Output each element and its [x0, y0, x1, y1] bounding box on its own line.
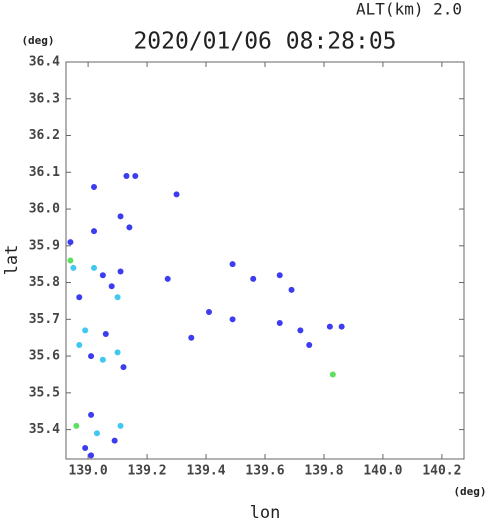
x-tick-label: 139.8 — [304, 464, 343, 479]
echo-point — [117, 268, 124, 275]
echo-point — [164, 275, 171, 282]
echo-point — [250, 275, 257, 282]
echo-point — [91, 183, 98, 190]
x-unit: (deg) — [453, 485, 486, 498]
echo-point — [132, 172, 139, 179]
y-tick-label: 35.6 — [29, 349, 60, 364]
echo-point — [102, 331, 109, 338]
echo-point — [117, 213, 124, 220]
echo-point — [99, 272, 106, 279]
echo-point — [173, 191, 180, 198]
echo-point — [188, 334, 195, 341]
y-unit: (deg) — [21, 34, 54, 47]
echo-point — [126, 224, 133, 231]
echo-point — [70, 264, 77, 271]
y-tick-label: 36.4 — [29, 55, 60, 70]
echo-point — [123, 172, 130, 179]
x-tick-label: 140.0 — [363, 464, 402, 479]
echo-point — [329, 371, 336, 378]
echo-point — [73, 422, 80, 429]
echo-point — [99, 356, 106, 363]
x-tick-label: 139.2 — [128, 464, 167, 479]
echo-point — [114, 294, 121, 301]
echo-point — [276, 319, 283, 326]
echo-point — [91, 228, 98, 235]
echo-point — [108, 283, 115, 290]
y-axis-label: lat — [2, 245, 22, 276]
echo-point — [306, 342, 313, 349]
echo-point — [114, 349, 121, 356]
echo-point — [82, 444, 89, 451]
y-tick-label: 35.4 — [29, 422, 60, 437]
x-tick-label: 139.6 — [245, 464, 284, 479]
altitude: ALT(km) 2.0 — [356, 0, 462, 19]
echo-point — [120, 364, 127, 371]
x-axis-label: lon — [250, 503, 281, 521]
plot-frame — [65, 61, 465, 460]
echo-point — [88, 452, 95, 459]
echo-point — [88, 411, 95, 418]
x-tick-label: 139.4 — [186, 464, 225, 479]
y-tick-label: 35.9 — [29, 238, 60, 253]
echo-point — [288, 286, 295, 293]
echo-point — [67, 239, 74, 246]
echo-point — [91, 264, 98, 271]
x-tick-label: 140.2 — [422, 464, 461, 479]
y-tick-label: 36.2 — [29, 128, 60, 143]
x-tick-label: 139.0 — [69, 464, 108, 479]
echo-point — [93, 430, 100, 437]
y-tick-label: 35.8 — [29, 275, 60, 290]
y-tick-label: 35.7 — [29, 312, 60, 327]
echo-point — [205, 308, 212, 315]
y-tick-label: 36.1 — [29, 165, 60, 180]
echo-point — [88, 353, 95, 360]
echo-point — [82, 327, 89, 334]
echo-point — [276, 272, 283, 279]
echo-point — [117, 422, 124, 429]
echo-point — [229, 261, 236, 268]
chart-title: 2020/01/06 08:28:05 — [133, 29, 396, 55]
echo-point — [67, 257, 74, 264]
echo-point — [76, 294, 83, 301]
echo-point — [111, 437, 118, 444]
echo-point — [338, 323, 345, 330]
echo-point — [297, 327, 304, 334]
y-tick-label: 36.3 — [29, 91, 60, 106]
y-tick-label: 36.0 — [29, 202, 60, 217]
y-tick-label: 35.5 — [29, 385, 60, 400]
echo-point — [326, 323, 333, 330]
echo-point — [76, 342, 83, 349]
echo-point — [229, 316, 236, 323]
